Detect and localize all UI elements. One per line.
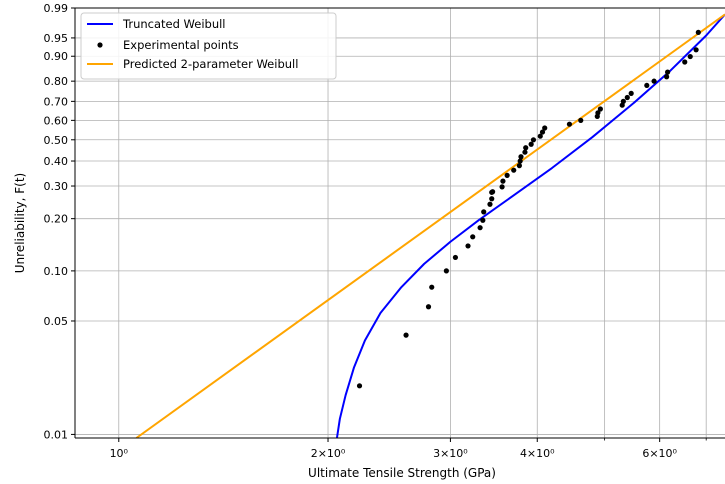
legend-label: Experimental points — [123, 38, 239, 52]
y-tick-label: 0.01 — [44, 428, 69, 441]
experimental-point — [644, 82, 650, 89]
experimental-point — [539, 129, 546, 135]
experimental-point — [528, 141, 534, 147]
experimental-point — [465, 243, 471, 249]
x-tick-label: 3×10⁰ — [433, 447, 468, 460]
x-tick-labels: 10⁰ 2×10⁰ 3×10⁰ 4×10⁰ 6×10⁰ — [110, 438, 707, 460]
x-tick-label: 6×10⁰ — [642, 447, 677, 460]
experimental-point — [664, 74, 670, 80]
experimental-point — [487, 201, 493, 207]
experimental-point — [518, 154, 524, 160]
legend-label: Predicted 2-parameter Weibull — [123, 57, 298, 71]
legend-label: Truncated Weibull — [122, 17, 226, 31]
experimental-point — [628, 90, 634, 96]
y-tick-label: 0.70 — [44, 95, 69, 108]
experimental-point — [489, 196, 495, 202]
y-tick-labels: 0.01 0.05 0.10 0.20 0.30 0.40 0.50 0.60 0.70 0.80… — [44, 2, 75, 441]
y-tick-label: 0.20 — [44, 213, 69, 226]
truncated-weibull-line — [335, 13, 725, 438]
experimental-point — [578, 117, 584, 123]
plot-series — [135, 13, 725, 438]
experimental-point — [443, 268, 449, 274]
y-tick-label: 0.95 — [44, 32, 69, 45]
experimental-point — [517, 158, 523, 164]
experimental-point — [687, 53, 693, 60]
experimental-point — [665, 69, 671, 75]
x-tick-label: 10⁰ — [110, 447, 129, 460]
experimental-point — [566, 121, 573, 127]
legend-box — [80, 12, 337, 80]
y-axis-title: Unreliability, F(t) — [13, 173, 27, 274]
experimental-point — [516, 163, 522, 169]
y-tick-label: 0.99 — [44, 2, 69, 15]
experimental-point — [695, 29, 701, 35]
predicted-weibull-line — [135, 13, 725, 438]
y-tick-label: 0.30 — [44, 180, 69, 193]
axis-frame — [74, 7, 725, 439]
experimental-point — [429, 284, 435, 290]
y-tick-label: 0.50 — [44, 134, 69, 147]
y-tick-label: 0.10 — [44, 265, 69, 278]
experimental-point — [425, 304, 432, 310]
experimental-point — [490, 189, 496, 195]
experimental-point — [477, 225, 483, 231]
y-tick-label: 0.90 — [44, 50, 69, 63]
x-axis-title: Ultimate Tensile Strength (GPa) — [308, 466, 496, 480]
experimental-point — [470, 234, 476, 240]
legend: Truncated Weibull Experimental points Pred… — [80, 12, 337, 80]
experimental-point — [682, 59, 688, 65]
experimental-point — [530, 137, 537, 143]
experimental-point — [499, 184, 505, 190]
experimental-point — [624, 94, 630, 101]
experimental-point — [597, 106, 603, 112]
y-tick-label: 0.05 — [44, 315, 69, 328]
legend-marker — [97, 42, 103, 48]
experimental-point — [522, 149, 528, 155]
y-tick-label: 0.80 — [44, 75, 69, 88]
experimental-point — [403, 332, 409, 338]
experimental-point — [356, 383, 363, 389]
experimental-point — [504, 172, 510, 178]
experimental-point — [523, 145, 529, 151]
y-tick-label: 0.40 — [44, 155, 69, 168]
y-tick-label: 0.60 — [44, 114, 69, 127]
x-tick-label: 2×10⁰ — [311, 447, 346, 460]
experimental-point — [452, 254, 459, 261]
experimental-point — [511, 167, 517, 173]
experimental-point — [693, 47, 699, 53]
experimental-point — [595, 110, 601, 116]
x-tick-label: 4×10⁰ — [520, 447, 555, 460]
experimental-point — [651, 78, 657, 84]
experimental-point — [620, 98, 626, 104]
experimental-point — [480, 217, 486, 223]
experimental-point — [481, 209, 487, 215]
experimental-point — [500, 178, 506, 184]
experimental-point — [537, 133, 543, 139]
experimental-point — [542, 125, 548, 131]
